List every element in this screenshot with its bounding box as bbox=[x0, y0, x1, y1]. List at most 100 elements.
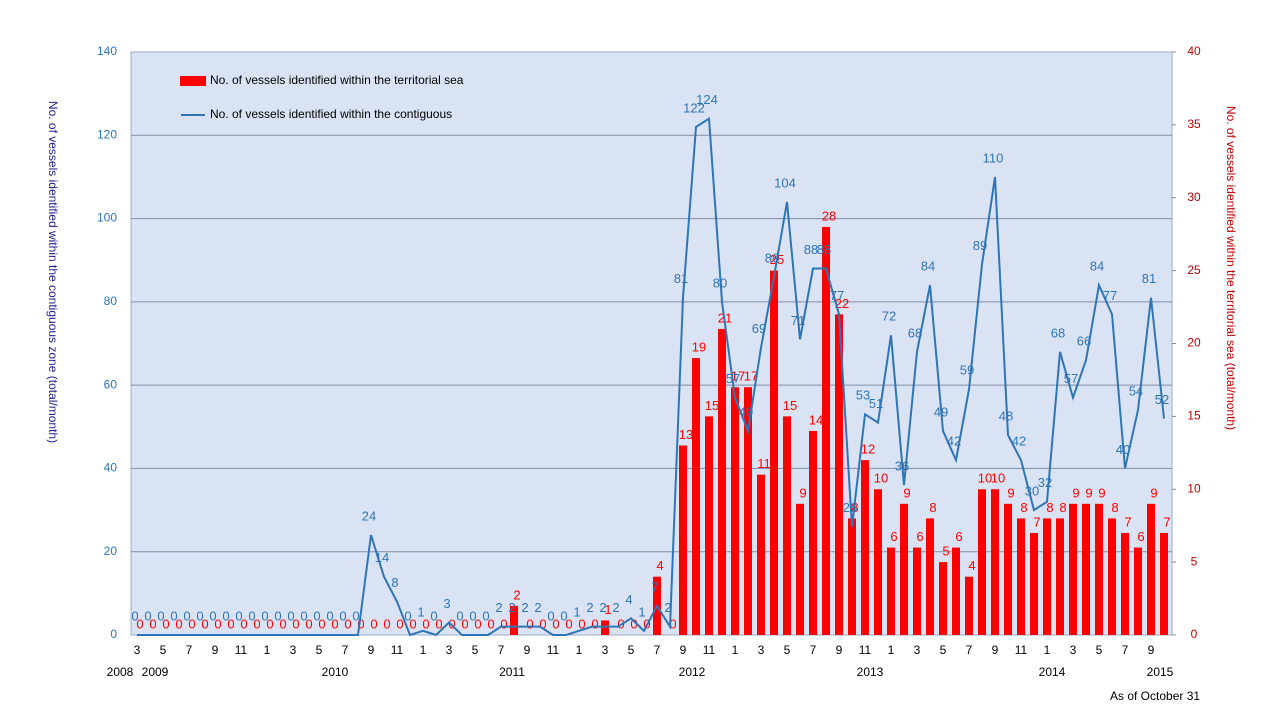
data-label: 17 bbox=[731, 369, 745, 384]
bar bbox=[601, 620, 609, 635]
bar bbox=[900, 503, 908, 635]
data-label: 0 bbox=[591, 616, 598, 631]
data-label: 8 bbox=[1046, 500, 1053, 515]
bar bbox=[1069, 503, 1077, 635]
x-tick-label: 3 bbox=[134, 643, 141, 657]
bar bbox=[1095, 503, 1103, 635]
data-label: 0 bbox=[157, 608, 164, 623]
year-label: 2015 bbox=[1147, 665, 1174, 679]
x-tick-label: 11 bbox=[235, 643, 248, 657]
data-label: 12 bbox=[861, 442, 875, 457]
data-label: 0 bbox=[435, 616, 442, 631]
plot-area bbox=[130, 51, 1173, 636]
y2-tick-label: 30 bbox=[1187, 190, 1201, 204]
data-label: 4 bbox=[968, 558, 975, 573]
data-label: 7 bbox=[1163, 514, 1170, 529]
data-label: 0 bbox=[331, 616, 338, 631]
x-tick-label: 5 bbox=[628, 643, 635, 657]
data-label: 0 bbox=[630, 616, 637, 631]
data-label: 0 bbox=[565, 616, 572, 631]
y2-tick-label: 5 bbox=[1191, 554, 1198, 568]
data-label: 0 bbox=[214, 616, 221, 631]
bar bbox=[1043, 518, 1051, 635]
year-label: 2011 bbox=[499, 665, 525, 679]
data-label: 59 bbox=[960, 363, 974, 378]
data-label: 69 bbox=[752, 321, 766, 336]
x-tick-label: 11 bbox=[703, 643, 716, 657]
data-label: 6 bbox=[1137, 529, 1144, 544]
data-label: 4 bbox=[656, 558, 663, 573]
data-label: 72 bbox=[882, 309, 896, 324]
y-tick-label: 80 bbox=[104, 294, 118, 308]
bar bbox=[1134, 547, 1142, 635]
data-label: 0 bbox=[560, 608, 567, 623]
x-tick-label: 11 bbox=[391, 643, 404, 657]
x-tick-label: 3 bbox=[914, 643, 921, 657]
data-label: 28 bbox=[822, 208, 836, 223]
data-label: 81 bbox=[674, 271, 688, 286]
year-label: 2014 bbox=[1039, 665, 1066, 679]
y2-tick-label: 35 bbox=[1187, 117, 1201, 131]
data-label: 42 bbox=[1012, 434, 1026, 449]
data-label: 0 bbox=[487, 616, 494, 631]
y2-tick-label: 40 bbox=[1187, 44, 1201, 58]
data-label: 19 bbox=[692, 340, 706, 355]
data-label: 0 bbox=[383, 616, 390, 631]
x-tick-label: 1 bbox=[1044, 643, 1051, 657]
data-label: 88 bbox=[804, 242, 818, 257]
data-label: 0 bbox=[235, 608, 242, 623]
data-label: 9 bbox=[1098, 485, 1105, 500]
y-axis-title: No. of vessels identified within the con… bbox=[46, 101, 60, 443]
x-tick-label: 5 bbox=[316, 643, 323, 657]
bar bbox=[1082, 503, 1090, 635]
bar bbox=[822, 226, 830, 635]
data-label: 71 bbox=[791, 313, 805, 328]
data-label: 1 bbox=[573, 604, 580, 619]
data-label: 0 bbox=[578, 616, 585, 631]
x-tick-label: 11 bbox=[1015, 643, 1028, 657]
x-tick-label: 5 bbox=[1096, 643, 1103, 657]
bar bbox=[861, 460, 869, 635]
data-label: 9 bbox=[1007, 485, 1014, 500]
y-tick-label: 100 bbox=[97, 211, 117, 225]
data-label: 0 bbox=[305, 616, 312, 631]
bar bbox=[835, 314, 843, 635]
legend-label: No. of vessels identified within the con… bbox=[210, 107, 452, 121]
year-label: 2009 bbox=[142, 665, 169, 679]
x-tick-label: 11 bbox=[547, 643, 560, 657]
data-label: 26 bbox=[843, 500, 857, 515]
x-tick-label: 5 bbox=[472, 643, 479, 657]
y2-tick-label: 25 bbox=[1187, 263, 1201, 277]
data-label: 88 bbox=[817, 242, 831, 257]
data-label: 0 bbox=[500, 616, 507, 631]
data-label: 104 bbox=[774, 175, 796, 190]
data-label: 0 bbox=[279, 616, 286, 631]
data-label: 2 bbox=[586, 600, 593, 615]
x-tick-label: 7 bbox=[498, 643, 505, 657]
data-label: 77 bbox=[830, 288, 844, 303]
y2-axis-title: No. of vessels identified within the ter… bbox=[1224, 106, 1238, 430]
bar bbox=[926, 518, 934, 635]
data-label: 8 bbox=[1111, 500, 1118, 515]
x-tick-label: 5 bbox=[160, 643, 167, 657]
bar bbox=[887, 547, 895, 635]
data-label: 0 bbox=[162, 616, 169, 631]
x-tick-label: 3 bbox=[290, 643, 297, 657]
data-label: 0 bbox=[370, 616, 377, 631]
data-label: 68 bbox=[1051, 325, 1065, 340]
line bbox=[137, 116, 1165, 637]
data-label: 0 bbox=[448, 616, 455, 631]
data-label: 54 bbox=[1129, 384, 1143, 399]
year-label: 2012 bbox=[679, 665, 706, 679]
data-label: 1 bbox=[417, 604, 424, 619]
bar bbox=[1030, 532, 1038, 635]
data-label: 15 bbox=[705, 398, 719, 413]
data-label: 36 bbox=[895, 459, 909, 474]
x-tick-label: 1 bbox=[264, 643, 271, 657]
bar bbox=[718, 328, 726, 635]
data-label: 7 bbox=[1124, 514, 1131, 529]
data-label: 52 bbox=[1155, 392, 1169, 407]
data-label: 0 bbox=[422, 616, 429, 631]
data-label: 4 bbox=[625, 592, 632, 607]
data-label: 6 bbox=[916, 529, 923, 544]
